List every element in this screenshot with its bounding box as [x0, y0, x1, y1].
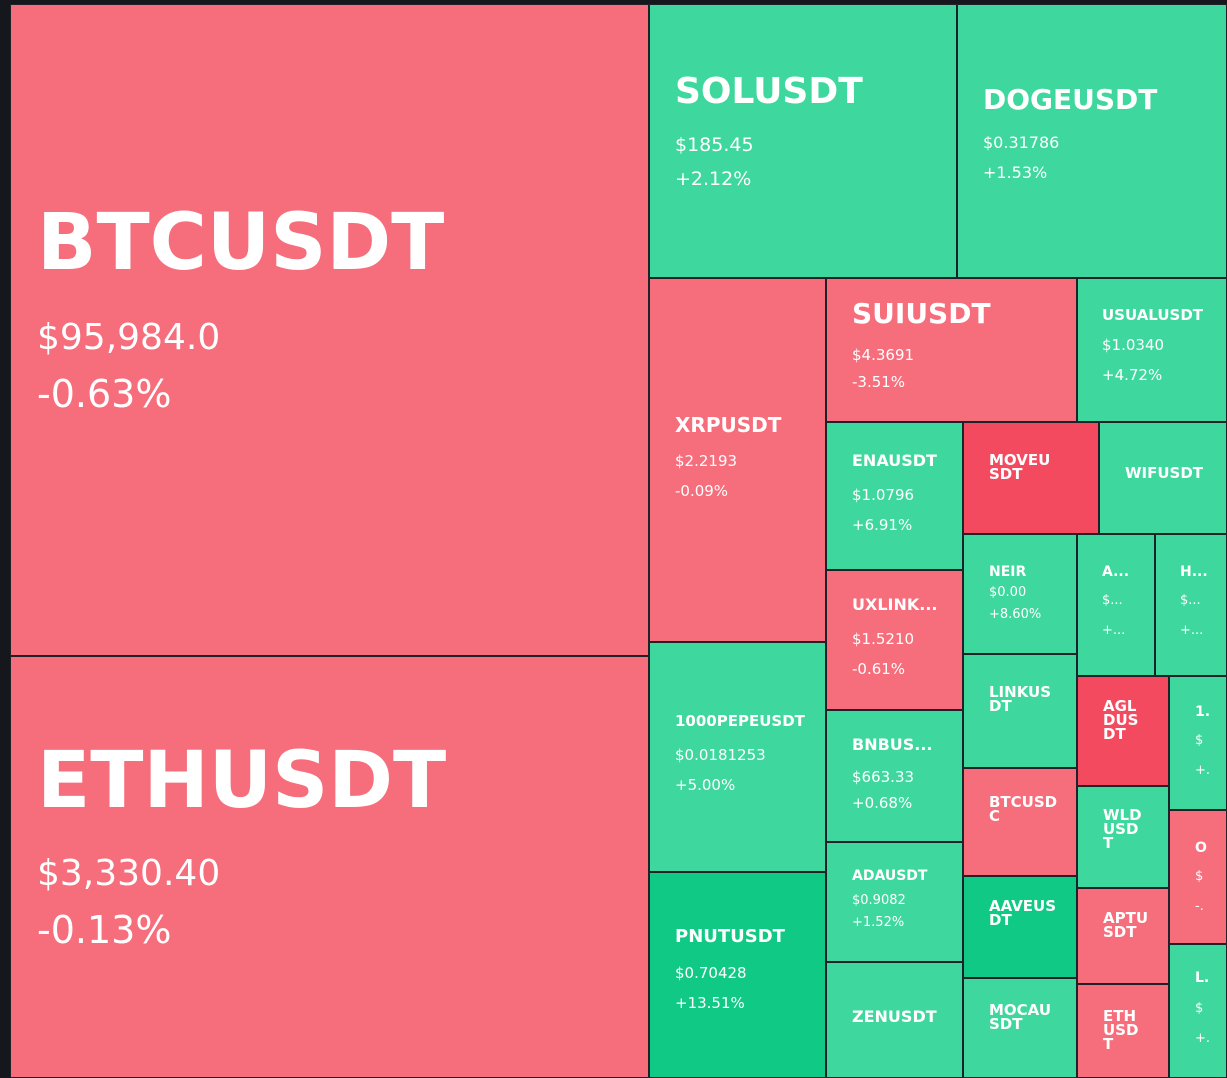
tile-symbol: BTCUSDC — [989, 794, 1058, 824]
tile-wifusdt-9[interactable]: WIFUSDT — [1099, 422, 1227, 534]
tile-symbol: WLDUSDT — [1103, 807, 1142, 851]
tile-price: $1.0340 — [1102, 335, 1165, 354]
tile-price: $0.9082 — [852, 892, 906, 908]
tile-symbol: ZENUSDT — [852, 1007, 937, 1026]
tile-price: $0.0181253 — [675, 745, 766, 764]
tile-change: +0.68% — [852, 793, 913, 812]
tile-change: +2.12% — [675, 167, 752, 190]
tile-symbol: O — [1195, 840, 1207, 856]
tile-symbol: L. — [1195, 970, 1210, 986]
tile-change: +1.52% — [852, 914, 905, 930]
tile-symbol: WIFUSDT — [1125, 463, 1204, 482]
tile-adausdt-22[interactable]: ADAUSDT $0.9082 +1.52% — [826, 842, 963, 962]
tile-change: +... — [1180, 622, 1204, 638]
tile-linkusdt-15[interactable]: LINKUSDT — [963, 654, 1077, 768]
tile-agldusdt-16[interactable]: AGLDUSDT — [1077, 676, 1169, 786]
tile-change: -0.09% — [675, 481, 729, 500]
tile-change: +. — [1195, 762, 1211, 778]
tile-price: $... — [1180, 592, 1201, 608]
tile-btcusdt-0[interactable]: BTCUSDT $95,984.0 -0.63% — [10, 4, 649, 656]
tile-change: +8.60% — [989, 606, 1042, 622]
tile-symbol: APTUSDT — [1103, 910, 1148, 940]
tile-btcusdc-19[interactable]: BTCUSDC — [963, 768, 1077, 876]
tile-symbol: PNUTUSDT — [675, 926, 785, 947]
tile-aaveusdt-24[interactable]: AAVEUSDT — [963, 876, 1077, 978]
tile-symbol: BTCUSDT — [37, 198, 445, 288]
tile-neir-11[interactable]: NEIR $0.00 +8.60% — [963, 534, 1077, 654]
tile-change: -0.13% — [37, 908, 172, 952]
tile-o-21[interactable]: O $ -. — [1169, 810, 1227, 944]
tile-price: $663.33 — [852, 767, 915, 786]
tile-mocausdt-28[interactable]: MOCAUSDT — [963, 978, 1077, 1078]
tile-change: -0.63% — [37, 372, 172, 416]
tile-ethusdt-1[interactable]: ETHUSDT $3,330.40 -0.13% — [10, 656, 649, 1078]
tile-change: +. — [1195, 1030, 1211, 1046]
tile-symbol: XRPUSDT — [675, 413, 782, 437]
tile-bnbus-18[interactable]: BNBUS... $663.33 +0.68% — [826, 710, 963, 842]
tile-symbol: USUALUSDT — [1102, 305, 1204, 324]
tile-change: +6.91% — [852, 515, 913, 534]
tile-symbol: NEIR — [989, 564, 1027, 580]
tile-symbol: AAVEUSDT — [989, 898, 1057, 928]
tile-price: $0.31786 — [983, 133, 1060, 152]
tile-change: +1.53% — [983, 163, 1048, 182]
tile-zenusdt-27[interactable]: ZENUSDT — [826, 962, 963, 1078]
tile-price: $95,984.0 — [37, 317, 221, 358]
tile-symbol: A... — [1102, 564, 1130, 580]
tile-symbol: ADAUSDT — [852, 868, 928, 884]
tile-symbol: AGLDUSDT — [1103, 698, 1139, 742]
tile-price: $0.70428 — [675, 963, 747, 982]
tile-change: +13.51% — [675, 993, 745, 1012]
tile-change: +... — [1102, 622, 1126, 638]
tile-price: $ — [1195, 868, 1204, 884]
tile-price: $3,330.40 — [37, 853, 221, 894]
tile-symbol: SOLUSDT — [675, 71, 863, 112]
tile-aptusdt-25[interactable]: APTUSDT — [1077, 888, 1169, 984]
crypto-heatmap: BTCUSDT $95,984.0 -0.63% ETHUSDT $3,330.40 -0… — [10, 4, 1227, 1078]
tile-moveusdt-8[interactable]: MOVEUSDT — [963, 422, 1099, 534]
tile-change: -0.61% — [852, 659, 906, 678]
tile-change: -. — [1195, 898, 1204, 914]
tile-suiusdt-5[interactable]: SUIUSDT $4.3691 -3.51% — [826, 278, 1077, 422]
tile-a-12[interactable]: A... $... +... — [1077, 534, 1155, 676]
tile-change: +4.72% — [1102, 365, 1163, 384]
tile-1-17[interactable]: 1. $ +. — [1169, 676, 1227, 810]
tile-price: $2.2193 — [675, 451, 738, 470]
tile-symbol: BNBUS... — [852, 735, 933, 754]
tile-1000pepeusdt-14[interactable]: 1000PEPEUSDT $0.0181253 +5.00% — [649, 642, 826, 872]
tile-xrpusdt-4[interactable]: XRPUSDT $2.2193 -0.09% — [649, 278, 826, 642]
tile-solusdt-2[interactable]: SOLUSDT $185.45 +2.12% — [649, 4, 957, 278]
tile-price: $ — [1195, 1000, 1204, 1016]
tile-symbol: MOVEUSDT — [989, 452, 1051, 482]
tile-symbol: UXLINK... — [852, 595, 938, 614]
tile-enausdt-7[interactable]: ENAUSDT $1.0796 +6.91% — [826, 422, 963, 570]
tile-symbol: 1000PEPEUSDT — [675, 711, 805, 730]
tile-price: $4.3691 — [852, 345, 915, 364]
tile-usualusdt-6[interactable]: USUALUSDT $1.0340 +4.72% — [1077, 278, 1227, 422]
tile-l-26[interactable]: L. $ +. — [1169, 944, 1227, 1078]
tile-symbol: SUIUSDT — [852, 297, 991, 330]
tile-h-13[interactable]: H... $... +... — [1155, 534, 1227, 676]
tile-symbol: 1. — [1195, 704, 1211, 720]
tile-symbol: LINKUSDT — [989, 684, 1052, 714]
tile-symbol: DOGEUSDT — [983, 83, 1158, 116]
tile-symbol: H... — [1180, 564, 1208, 580]
tile-price: $185.45 — [675, 133, 754, 156]
tile-ethusdt-29[interactable]: ETHUSDT — [1077, 984, 1169, 1078]
tile-symbol: MOCAUSDT — [989, 1002, 1052, 1032]
tile-price: $... — [1102, 592, 1123, 608]
tile-symbol: ENAUSDT — [852, 451, 937, 470]
tile-price: $ — [1195, 732, 1204, 748]
tile-dogeusdt-3[interactable]: DOGEUSDT $0.31786 +1.53% — [957, 4, 1227, 278]
tile-change: +5.00% — [675, 775, 736, 794]
tile-price: $1.0796 — [852, 485, 915, 504]
tile-change: -3.51% — [852, 372, 906, 391]
tile-wldusdt-20[interactable]: WLDUSDT — [1077, 786, 1169, 888]
tile-price: $1.5210 — [852, 629, 915, 648]
tile-symbol: ETHUSDT — [37, 736, 447, 826]
tile-uxlink-10[interactable]: UXLINK... $1.5210 -0.61% — [826, 570, 963, 710]
tile-pnutusdt-23[interactable]: PNUTUSDT $0.70428 +13.51% — [649, 872, 826, 1078]
tile-symbol: ETHUSDT — [1103, 1008, 1139, 1052]
tile-price: $0.00 — [989, 584, 1027, 600]
